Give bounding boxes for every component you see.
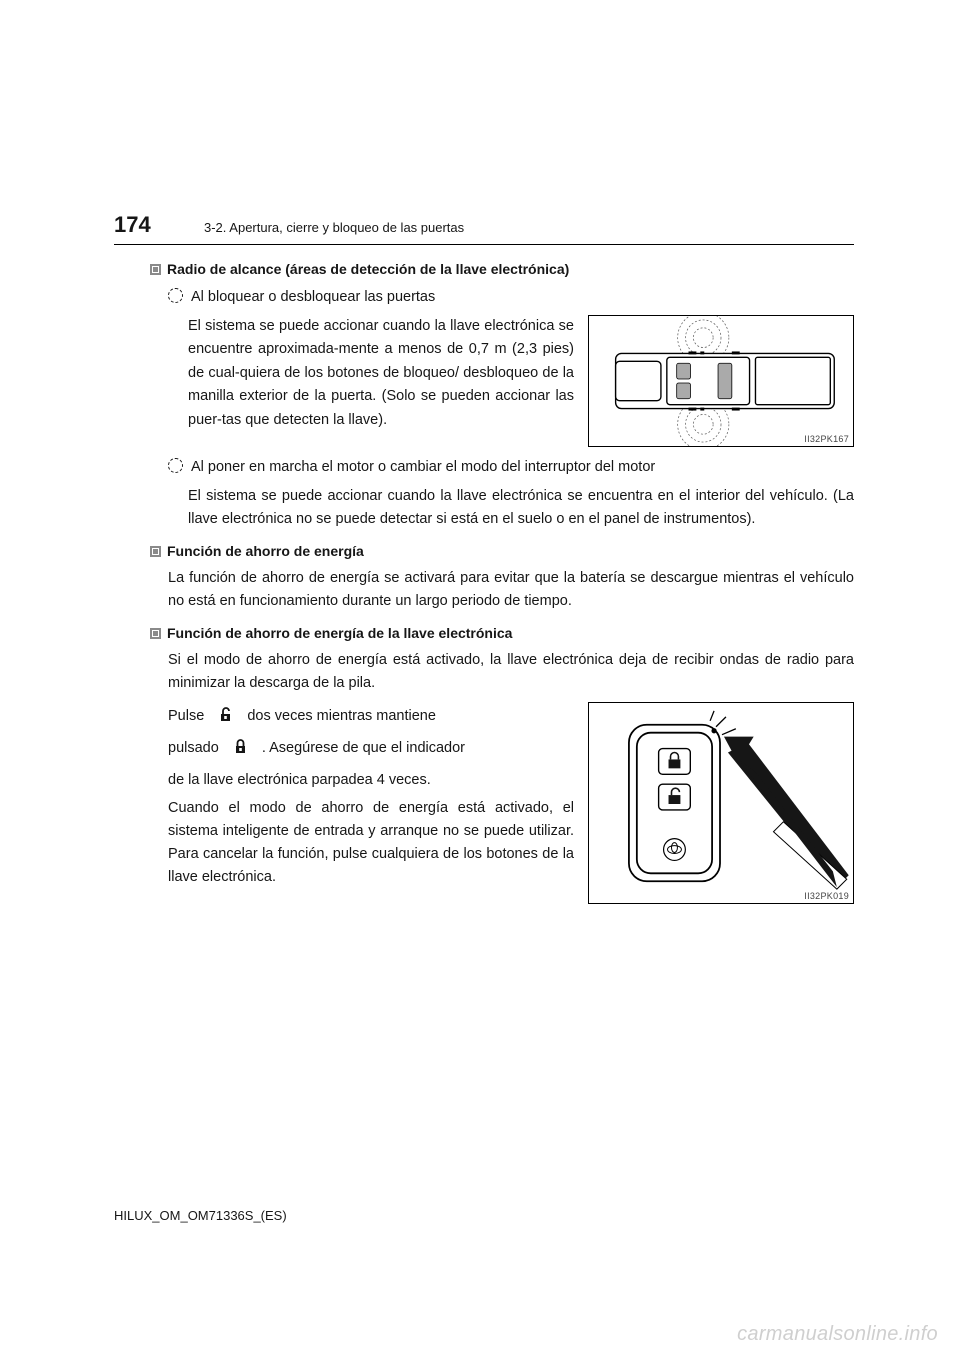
key-fob-diagram-icon <box>589 703 853 903</box>
figure-label: II32PK019 <box>804 891 849 901</box>
lock-icon <box>233 737 248 766</box>
figure-vehicle-top: II32PK167 <box>588 315 854 447</box>
bullet-text: Al poner en marcha el motor o cambiar el… <box>191 457 655 479</box>
section-heading: Función de ahorro de energía de la llave… <box>150 625 854 641</box>
square-marker-icon <box>150 546 161 557</box>
section-title: Función de ahorro de energía <box>167 543 364 559</box>
paragraph: El sistema se puede accionar cuando la l… <box>188 315 574 447</box>
page-number: 174 <box>114 212 204 238</box>
watermark: carmanualsonline.info <box>737 1323 938 1346</box>
chapter-label: 3-2. Apertura, cierre y bloqueo de las p… <box>204 220 464 235</box>
square-marker-icon <box>150 628 161 639</box>
paragraph: Si el modo de ahorro de energía está act… <box>168 649 854 695</box>
unlock-icon <box>218 705 233 734</box>
text-fragment: . Asegúrese de que el indicador <box>262 740 465 756</box>
section-heading: Función de ahorro de energía <box>150 543 854 559</box>
section-title: Función de ahorro de energía de la llave… <box>167 625 512 641</box>
page-header: 174 3-2. Apertura, cierre y bloqueo de l… <box>114 212 854 245</box>
text-fragment: de la llave electrónica parpadea 4 veces… <box>168 772 431 788</box>
dashed-circle-icon <box>168 458 183 473</box>
section-heading: Radio de alcance (áreas de detección de … <box>150 261 854 277</box>
vehicle-top-diagram-icon <box>589 316 853 446</box>
text-fragment: pulsado <box>168 740 219 756</box>
footer-document-code: HILUX_OM_OM71336S_(ES) <box>114 1208 287 1223</box>
paragraph: Pulse dos veces mientras mantiene pulsad… <box>168 702 574 904</box>
section-title: Radio de alcance (áreas de detección de … <box>167 261 569 277</box>
text-fragment: Cuando el modo de ahorro de energía está… <box>168 797 574 890</box>
bullet-item: Al poner en marcha el motor o cambiar el… <box>168 457 854 479</box>
paragraph: El sistema se puede accionar cuando la l… <box>188 485 854 531</box>
square-marker-icon <box>150 264 161 275</box>
text-fragment: dos veces mientras mantiene <box>247 708 436 724</box>
text-fragment: Pulse <box>168 708 204 724</box>
dashed-circle-icon <box>168 288 183 303</box>
figure-label: II32PK167 <box>804 434 849 444</box>
paragraph: La función de ahorro de energía se activ… <box>168 567 854 613</box>
bullet-item: Al bloquear o desbloquear las puertas <box>168 287 854 309</box>
bullet-text: Al bloquear o desbloquear las puertas <box>191 287 435 309</box>
figure-key-fob: II32PK019 <box>588 702 854 904</box>
